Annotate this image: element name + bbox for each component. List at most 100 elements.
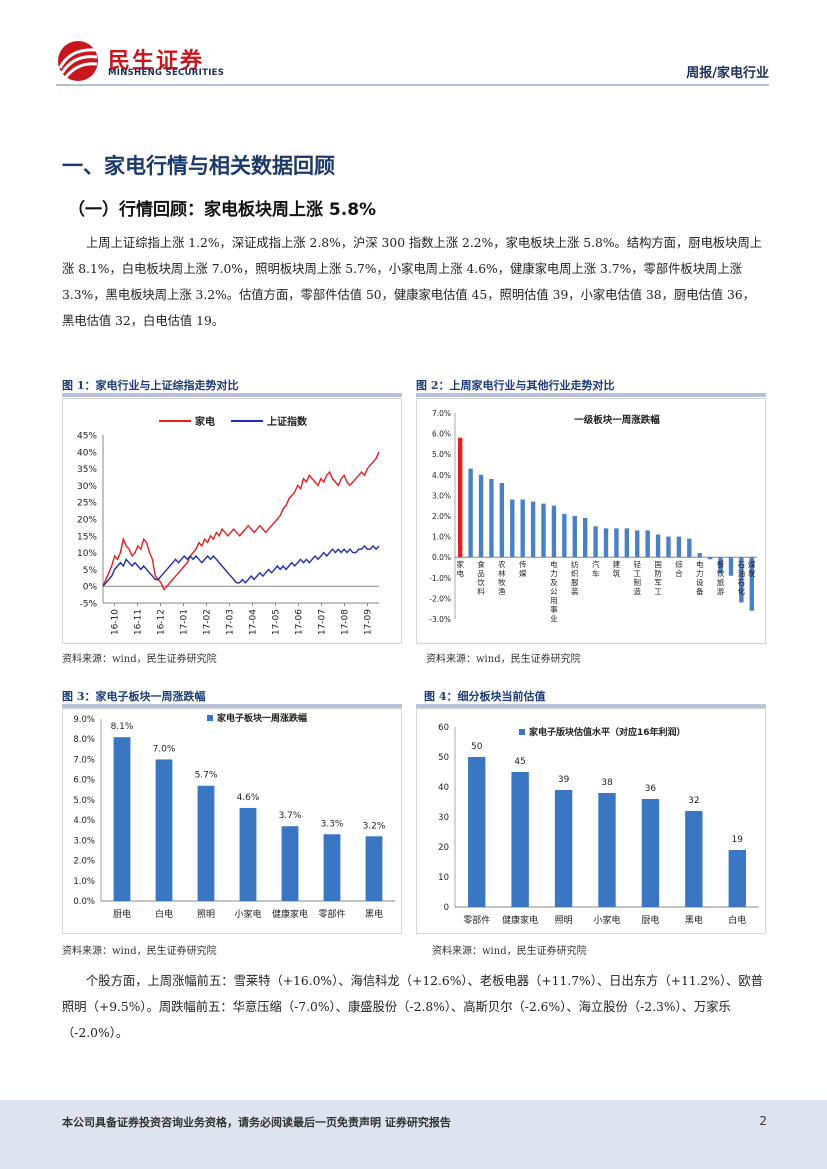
x-category-char: 业 xyxy=(550,613,558,623)
x-category-label: 小家电 xyxy=(593,914,620,926)
y-tick-label: 20% xyxy=(77,516,97,526)
industry-bar xyxy=(687,538,692,558)
y-tick-label: 5.0% xyxy=(73,796,95,806)
x-category-char: 饮 xyxy=(477,577,485,587)
footer-disclaimer: 本公司具备证券投资咨询业务资格，请务必阅读最后一页免责声明 证券研究报告 xyxy=(62,1116,451,1129)
y-tick-label: 7.0% xyxy=(432,409,451,418)
y-tick-label: 25% xyxy=(77,499,97,509)
x-category-label: 黑电 xyxy=(685,914,703,926)
figure-4-bar-chart: 家电子版块估值水平（对应16年利润） 60 50 40 30 20 10 0 50 零部件 45 健康… xyxy=(416,708,766,934)
brand-name-en: MINSHENG SECURITIES xyxy=(108,68,225,78)
x-category-char: 工 xyxy=(633,569,641,578)
x-category-char: 媒 xyxy=(519,569,527,578)
x-tick-label: 16-10 xyxy=(111,609,121,635)
data-label: 4.6% xyxy=(237,793,260,803)
x-category-label: 家电 xyxy=(456,559,464,578)
x-category-char: 车 xyxy=(592,568,600,578)
legend-label: 家电子板块一周涨跌幅 xyxy=(217,712,307,724)
figure-3-rule xyxy=(62,704,402,708)
x-category-char: 公 xyxy=(550,587,558,596)
data-label: 8.1% xyxy=(111,722,134,732)
industry-bar xyxy=(499,483,505,558)
subsector-bar xyxy=(323,834,341,901)
market-review-paragraph: 上周上证综指上涨 1.2%，深证成指上涨 2.8%，沪深 300 指数上涨 2.… xyxy=(62,236,763,328)
y-tick-label: 35% xyxy=(77,465,97,475)
x-category-char: 电 xyxy=(456,568,464,578)
x-category-char: 食 xyxy=(477,559,485,569)
x-category-char: 制 xyxy=(633,577,641,587)
subsector-bar xyxy=(728,850,746,907)
x-category-char: 煤 xyxy=(748,559,756,569)
x-category-char: 造 xyxy=(633,586,641,596)
section-heading: 一、家电行情与相关数据回顾 xyxy=(62,153,335,178)
industry-bar xyxy=(489,478,494,558)
chart4-legend: 家电子版块估值水平（对应16年利润） xyxy=(519,726,686,738)
chart1-svg: 家电 上证指数 45% 40% 35% 30% 25% 20% 15% 10% 5% 0% -5% 16-… xyxy=(77,415,380,635)
industry-bar xyxy=(635,530,640,558)
y-tick-label: 5.0% xyxy=(432,450,451,459)
figure-1-source: 资料来源：wind，民生证券研究院 xyxy=(62,654,217,665)
data-label: 39 xyxy=(558,775,570,785)
x-category-char: 牧 xyxy=(498,577,506,587)
industry-bar xyxy=(707,557,713,560)
industry-bar xyxy=(562,513,567,558)
figure-4-title: 图 4：细分板块当前估值 xyxy=(424,690,546,703)
industry-bar xyxy=(468,468,473,558)
x-category-char: 品 xyxy=(477,569,485,578)
subsector-bar xyxy=(685,811,703,907)
x-category-char: 电 xyxy=(550,559,558,569)
legend-swatch xyxy=(207,715,213,721)
figure-4-source: 资料来源：wind，民生证券研究院 xyxy=(432,946,587,957)
y-tick-label: -1.0% xyxy=(429,574,451,583)
x-tick-label: 17-03 xyxy=(226,609,236,635)
figure-2-rule xyxy=(416,393,766,397)
x-category-char: 农 xyxy=(498,559,506,569)
industry-bar xyxy=(697,553,702,558)
x-category-label: 综合 xyxy=(675,559,683,578)
legend-label: 家电子版块估值水平（对应16年利润） xyxy=(529,726,686,738)
x-tick-label: 17-01 xyxy=(180,609,190,635)
industry-bar xyxy=(572,516,577,558)
subsector-bar xyxy=(197,785,215,901)
figure-1-title: 图 1：家电行业与上证综指走势对比 xyxy=(62,379,239,392)
x-category-char: 餐 xyxy=(717,560,725,569)
x-category-label: 小家电 xyxy=(234,908,261,920)
data-label: 3.3% xyxy=(321,819,344,829)
y-tick-label: 4.0% xyxy=(432,471,451,480)
x-category-char: 饮 xyxy=(717,568,725,578)
figure-2-source: 资料来源：wind，民生证券研究院 xyxy=(426,654,581,665)
page-footer xyxy=(0,1100,827,1169)
y-tick-label: 20 xyxy=(438,843,449,853)
industry-bar xyxy=(666,536,671,558)
x-category-char: 力 xyxy=(696,568,704,578)
x-category-char: 林 xyxy=(498,568,506,578)
x-tick-label: 17-05 xyxy=(272,609,282,635)
y-tick-label: 40% xyxy=(77,448,97,458)
y-tick-label: 6.0% xyxy=(73,776,95,786)
data-label: 38 xyxy=(601,778,613,788)
industry-bar xyxy=(614,528,619,558)
page-header: 民生证券 MINSHENG SECURITIES 周报/家电行业 xyxy=(0,0,827,92)
subsector-bar xyxy=(239,807,257,901)
x-category-char: 筑 xyxy=(613,568,621,578)
x-category-char: 合 xyxy=(675,568,683,578)
x-category-label: 照明 xyxy=(197,909,215,920)
legend-label-jiadian: 家电 xyxy=(195,415,215,428)
y-tick-label: 40 xyxy=(438,783,449,793)
series-line-jiadian xyxy=(102,451,380,591)
page-number: 2 xyxy=(759,1114,767,1128)
series-line-shanghai xyxy=(102,544,380,587)
report-category: 周报/家电行业 xyxy=(686,66,769,81)
data-label: 19 xyxy=(732,835,744,845)
figure-3-bar-chart: 家电子板块一周涨跌幅 9.0% 8.0% 7.0% 6.0% 5.0% 4.0% 3.0% 2.… xyxy=(62,708,402,934)
stock-review-paragraph: 个股方面，上周涨幅前五：雪莱特（+16.0%）、海信科龙（+12.6%）、老板电… xyxy=(62,974,764,1040)
chart3-svg: 家电子板块一周涨跌幅 9.0% 8.0% 7.0% 6.0% 5.0% 4.0% 3.0% 2.… xyxy=(73,712,395,920)
